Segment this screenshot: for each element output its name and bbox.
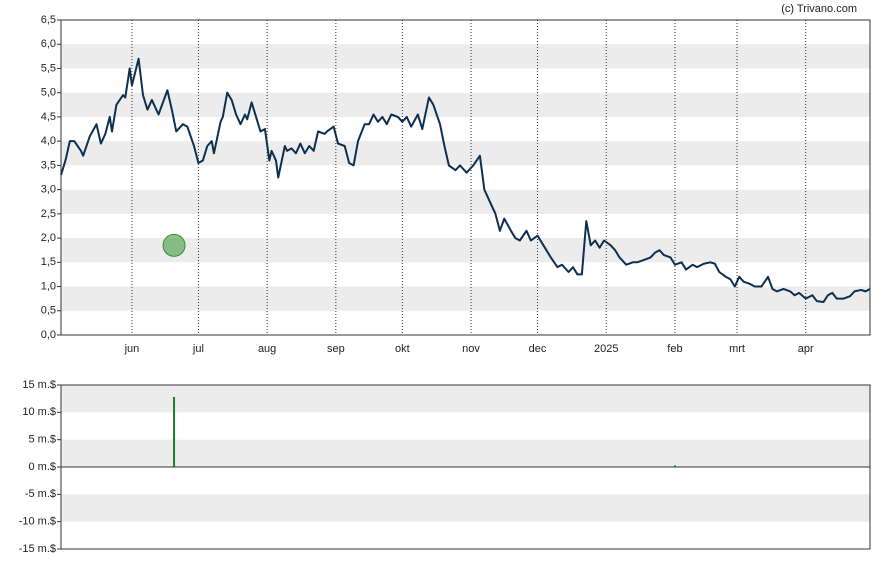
x-tick-label: sep (327, 343, 345, 355)
y-tick-label: 0 m.$ (28, 461, 56, 473)
y-tick-label: 0,5 (41, 305, 56, 317)
grid-band (61, 189, 870, 214)
grid-band (61, 494, 870, 522)
y-tick-label: 6,0 (41, 38, 56, 50)
grid-band (61, 92, 870, 117)
grid-band (61, 385, 870, 413)
y-tick-label: 0,0 (41, 329, 56, 341)
price-line (60, 57, 871, 304)
y-tick-label: 6,5 (41, 14, 56, 26)
y-tick-label: 3,0 (41, 184, 56, 196)
y-tick-label: 1,0 (41, 280, 56, 292)
x-tick-label: feb (667, 343, 682, 355)
y-tick-label: 2,5 (41, 208, 56, 220)
x-tick-label: aug (258, 343, 276, 355)
y-tick-label: 2,0 (41, 232, 56, 244)
plot-frame (60, 384, 871, 550)
x-tick-label: mrt (729, 343, 745, 355)
x-tick-label: okt (395, 343, 410, 355)
y-tick-label: 5,5 (41, 62, 56, 74)
y-tick-label: 4,0 (41, 135, 56, 147)
y-tick-label: -5 m.$ (25, 488, 56, 500)
x-tick-label: jul (192, 343, 204, 355)
x-tick-label: 2025 (594, 343, 618, 355)
grid-band (61, 439, 870, 467)
y-tick-label: -15 m.$ (19, 543, 56, 555)
y-tick-label: 10 m.$ (22, 406, 56, 418)
x-tick-label: dec (529, 343, 547, 355)
event-marker (162, 233, 186, 257)
plot-frame (60, 19, 871, 336)
x-tick-label: nov (462, 343, 480, 355)
y-tick-label: 4,5 (41, 111, 56, 123)
x-tick-label: jun (124, 343, 140, 355)
grid-band (61, 286, 870, 311)
x-tick-label: apr (798, 343, 814, 355)
grid-band (61, 141, 870, 166)
y-tick-label: -10 m.$ (19, 516, 56, 528)
y-tick-label: 5 m.$ (28, 434, 56, 446)
y-tick-label: 15 m.$ (22, 379, 56, 391)
y-tick-label: 3,5 (41, 159, 56, 171)
y-tick-label: 1,5 (41, 256, 56, 268)
grid-band (61, 238, 870, 263)
y-tick-label: 5,0 (41, 87, 56, 99)
grid-band (61, 44, 870, 69)
source: (c) Trivano.com (781, 3, 857, 15)
